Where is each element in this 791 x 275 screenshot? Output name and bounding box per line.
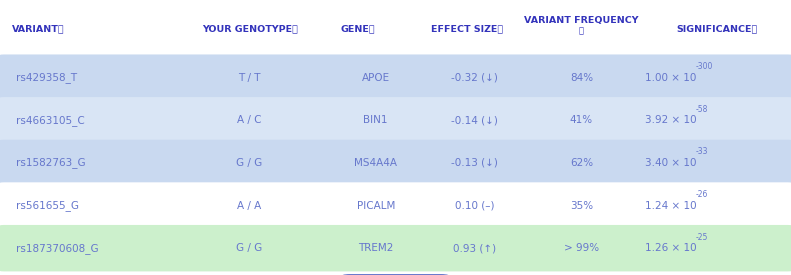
- Text: G / G: G / G: [236, 158, 263, 168]
- Text: rs561655_G: rs561655_G: [16, 200, 79, 211]
- Text: VARIANTⓘ: VARIANTⓘ: [12, 24, 65, 33]
- Text: 0.93 (↑): 0.93 (↑): [453, 243, 496, 253]
- Text: rs1582763_G: rs1582763_G: [16, 158, 85, 168]
- Text: -26: -26: [696, 190, 708, 199]
- FancyBboxPatch shape: [0, 140, 791, 186]
- Text: 3.92 × 10: 3.92 × 10: [645, 115, 696, 125]
- Text: 1.26 × 10: 1.26 × 10: [645, 243, 696, 253]
- Text: ⓘ: ⓘ: [579, 27, 584, 36]
- Text: A / A: A / A: [237, 200, 261, 211]
- Text: 1.24 × 10: 1.24 × 10: [645, 200, 696, 211]
- Text: -58: -58: [696, 105, 708, 114]
- Text: APOE: APOE: [361, 73, 390, 83]
- Text: MS4A4A: MS4A4A: [354, 158, 397, 168]
- Text: rs429358_T: rs429358_T: [16, 72, 77, 83]
- Text: VARIANT FREQUENCY: VARIANT FREQUENCY: [524, 16, 638, 25]
- Text: -0.32 (↓): -0.32 (↓): [451, 73, 498, 83]
- FancyBboxPatch shape: [0, 54, 791, 101]
- Text: EFFECT SIZEⓘ: EFFECT SIZEⓘ: [431, 24, 503, 33]
- Text: -33: -33: [696, 147, 709, 156]
- Text: -0.13 (↓): -0.13 (↓): [451, 158, 498, 168]
- Text: G / G: G / G: [236, 243, 263, 253]
- Text: -25: -25: [696, 233, 708, 241]
- Text: BIN1: BIN1: [364, 115, 388, 125]
- Text: 41%: 41%: [570, 115, 593, 125]
- Text: rs187370608_G: rs187370608_G: [16, 243, 98, 254]
- Text: PICALM: PICALM: [357, 200, 395, 211]
- FancyBboxPatch shape: [0, 225, 791, 271]
- Text: -300: -300: [696, 62, 713, 71]
- Text: A / C: A / C: [237, 115, 261, 125]
- Text: T / T: T / T: [238, 73, 260, 83]
- Text: 1.00 × 10: 1.00 × 10: [645, 73, 696, 83]
- Text: 0.10 (–): 0.10 (–): [455, 200, 494, 211]
- Text: 3.40 × 10: 3.40 × 10: [645, 158, 696, 168]
- Text: 62%: 62%: [570, 158, 593, 168]
- Text: 84%: 84%: [570, 73, 593, 83]
- Text: TREM2: TREM2: [358, 243, 393, 253]
- Text: GENEⓘ: GENEⓘ: [340, 24, 375, 33]
- Text: SIGNIFICANCEⓘ: SIGNIFICANCEⓘ: [676, 24, 758, 33]
- Text: 35%: 35%: [570, 200, 593, 211]
- Text: > 99%: > 99%: [564, 243, 599, 253]
- FancyBboxPatch shape: [0, 97, 791, 144]
- FancyBboxPatch shape: [0, 182, 791, 229]
- Text: rs4663105_C: rs4663105_C: [16, 115, 85, 126]
- Text: YOUR GENOTYPEⓘ: YOUR GENOTYPEⓘ: [202, 24, 297, 33]
- Text: -0.14 (↓): -0.14 (↓): [451, 115, 498, 125]
